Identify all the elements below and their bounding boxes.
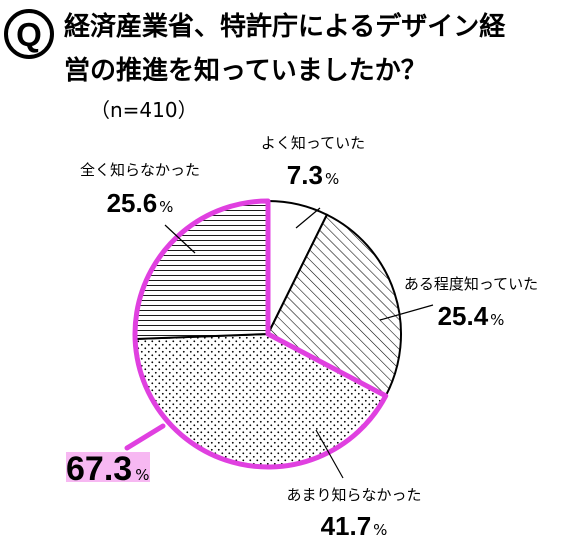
highlight-unit: % (135, 466, 149, 484)
slice-name: ある程度知っていた (404, 275, 538, 293)
question-title-line2: 営の推進を知っていましたか？ (64, 56, 427, 86)
q-mark: Q (16, 16, 42, 53)
slice-name: あまり知らなかった (286, 486, 421, 504)
leader-line-not-much-known (315, 429, 344, 479)
slice-unit: % (490, 311, 504, 329)
slice-value-text: 41.7% (321, 511, 388, 539)
slice-value: 25.6 (107, 188, 158, 218)
leader-line-somewhat-known (379, 304, 434, 321)
slice-label-somewhat-known: ある程度知っていた 25.4% (404, 275, 538, 331)
slice-value: 41.7 (321, 511, 372, 539)
slice-value: 25.4 (438, 301, 489, 331)
slice-label-not-much-known: あまり知らなかった 41.7% (286, 486, 421, 539)
slice-name: 全く知らなかった (80, 161, 200, 179)
slice-label-not-known: 全く知らなかった 25.6% (80, 161, 200, 218)
slice-value-text: 25.6% (107, 188, 174, 218)
slice-value-text: 25.4% (438, 301, 505, 331)
slice-unit: % (325, 170, 339, 188)
slice-unit: % (373, 521, 387, 539)
highlight-marker (66, 452, 150, 482)
slice-label-well-known: よく知っていた 7.3% (261, 134, 365, 190)
slice-unit: % (159, 198, 173, 216)
leader-line-well-known (295, 207, 321, 229)
highlight-value: 67.3 (66, 450, 132, 488)
slice-value-text: 7.3% (287, 160, 339, 190)
highlight-leader-line (124, 423, 166, 451)
slice-name: よく知っていた (261, 134, 365, 152)
q-badge (4, 9, 54, 59)
question-title-line1: 経済産業省、特許庁によるデザイン経 (64, 11, 506, 42)
sample-size: （n=410） (90, 98, 198, 122)
leader-line-not-known (164, 224, 196, 254)
slice-value: 7.3 (287, 160, 323, 190)
highlight-outline (132, 198, 389, 470)
highlight-total: 67.3% (66, 450, 149, 488)
slice-not-known (134, 199, 269, 341)
